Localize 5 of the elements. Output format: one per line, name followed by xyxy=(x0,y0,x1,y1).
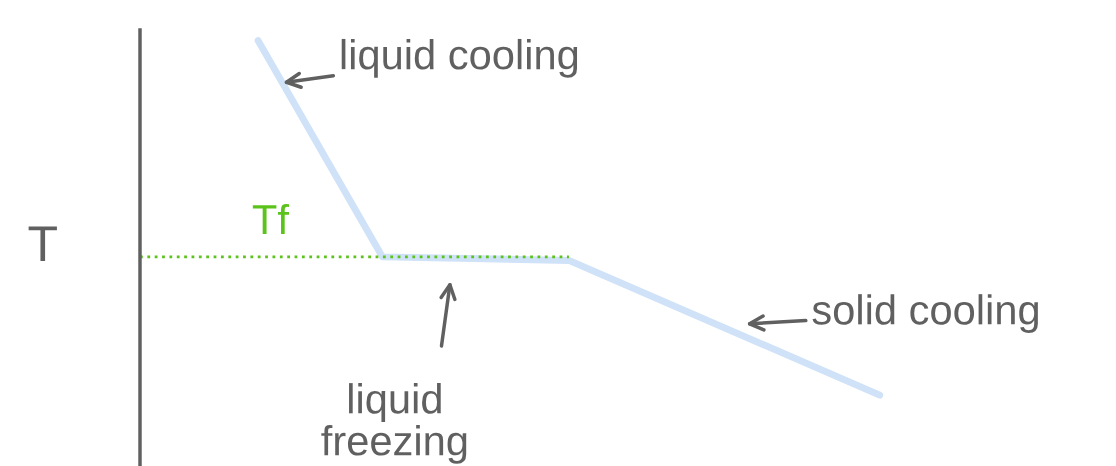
annotation: liquid freezing xyxy=(321,383,467,464)
ref-line-label: Tf xyxy=(252,203,289,235)
y-axis-title: T xyxy=(28,226,57,261)
annotation: solid cooling xyxy=(812,294,1038,333)
annotation: liquid cooling xyxy=(341,38,578,78)
